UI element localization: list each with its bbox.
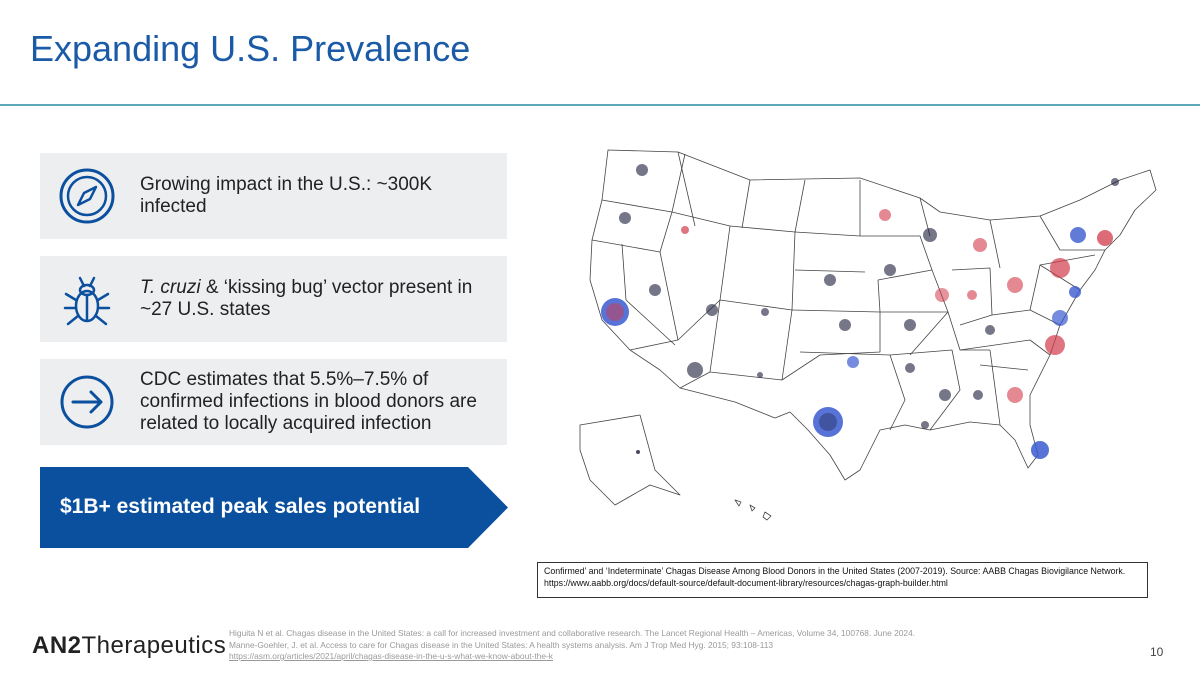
card-text-rest: & ‘kissing bug’ vector present in ~27 U.… [140,277,473,320]
slide-title: Expanding U.S. Prevalence [30,28,471,69]
card-text: CDC estimates that 5.5%–7.5% of confirme… [140,369,477,434]
banner-arrow-shape [40,467,508,548]
us-chagas-map [579,149,1157,521]
compass-icon [59,168,115,224]
bug-icon [63,276,111,326]
reference-link[interactable]: https://asm.org/articles/2021/april/chag… [229,651,553,661]
map-caption: Confirmed’ and ‘Indeterminate’ Chagas Di… [537,562,1148,598]
arrow-right-circle-icon [60,375,114,429]
page-number: 10 [1150,645,1164,659]
company-logo: AN2Therapeutics [32,632,226,660]
info-card-prevalence: Growing impact in the U.S.: ~300K infect… [40,153,507,239]
species-name: T. cruzi [140,277,201,298]
references: Higuita N et al. Chagas disease in the U… [229,628,989,663]
title-divider [0,104,1200,106]
info-card-vector: T. cruzi & ‘kissing bug’ vector present … [40,256,507,342]
logo-an: AN2 [32,632,82,659]
donor-dots [601,164,1119,459]
reference-1: Higuita N et al. Chagas disease in the U… [229,628,916,638]
sales-banner: $1B+ estimated peak sales potential [40,467,508,548]
logo-rest: Therapeutics [81,632,227,659]
card-text: T. cruzi & ‘kissing bug’ vector present … [140,277,500,321]
banner-text: $1B+ estimated peak sales potential [60,495,421,518]
info-card-cdc: CDC estimates that 5.5%–7.5% of confirme… [40,359,507,445]
reference-2: Manne-Goehler, J. et al. Access to care … [229,639,774,650]
card-text: Growing impact in the U.S.: ~300K infect… [140,174,433,217]
